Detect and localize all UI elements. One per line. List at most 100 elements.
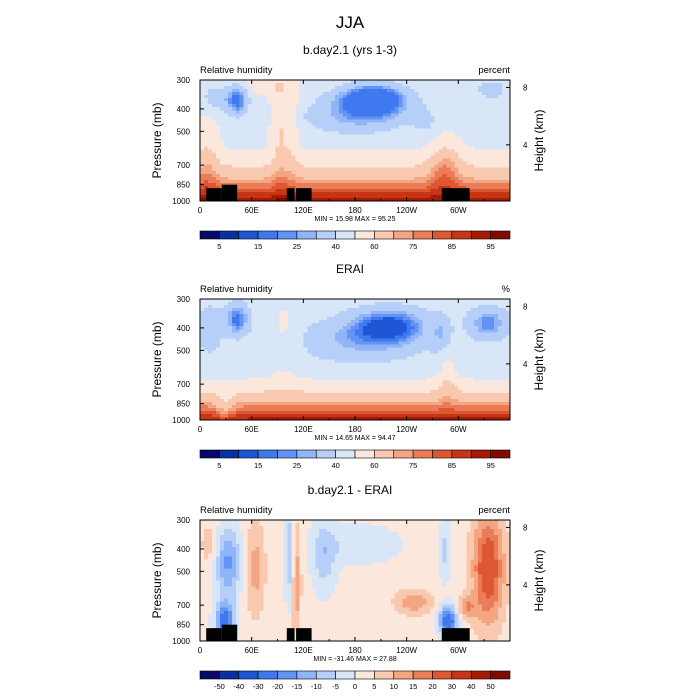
contour-cell <box>462 83 467 87</box>
contour-cell <box>311 332 316 336</box>
contour-cell <box>279 89 284 93</box>
contour-cell <box>283 359 288 363</box>
contour-cell <box>339 305 344 309</box>
contour-cell <box>362 131 368 135</box>
contour-cell <box>414 365 419 369</box>
contour-cell <box>426 353 431 357</box>
contour-cell <box>430 341 435 345</box>
contour-cell <box>279 173 284 178</box>
contour-cell <box>231 89 237 93</box>
contour-cell <box>362 155 368 160</box>
contour-cell <box>462 341 467 345</box>
contour-cell <box>410 197 416 202</box>
contour-cell <box>370 89 376 93</box>
contour-cell <box>259 125 264 129</box>
contour-cell <box>295 149 300 153</box>
contour-cell <box>470 365 475 369</box>
contour-cell <box>506 323 511 327</box>
contour-cell <box>219 98 225 102</box>
contour-cell <box>307 86 312 90</box>
contour-cell <box>239 299 245 303</box>
contour-cell <box>430 317 435 321</box>
contour-cell <box>323 152 328 157</box>
contour-cell <box>462 89 467 93</box>
contour-cell <box>299 83 304 87</box>
contour-cell <box>430 314 435 318</box>
contour-cell <box>482 350 487 354</box>
contour-cell <box>386 95 392 99</box>
contour-cell <box>382 311 388 315</box>
contour-cell <box>355 116 360 120</box>
contour-cell <box>275 95 280 99</box>
contour-cell <box>315 320 320 324</box>
contour-cell <box>430 302 435 306</box>
contour-cell <box>378 146 384 150</box>
contour-cell <box>450 323 455 327</box>
contour-cell <box>335 191 340 196</box>
contour-cell <box>279 365 284 369</box>
contour-cell <box>351 329 356 333</box>
contour-cell <box>339 80 344 84</box>
contour-cell <box>486 89 491 93</box>
contour-cell <box>418 155 423 160</box>
contour-cell <box>426 167 431 172</box>
contour-cell <box>271 350 276 354</box>
contour-cell <box>454 122 459 126</box>
contour-cell <box>414 311 419 315</box>
contour-cell <box>339 152 344 157</box>
contour-cell <box>259 167 264 172</box>
contour-cell <box>235 323 241 327</box>
contour-cell <box>295 125 300 129</box>
contour-cell <box>378 299 384 303</box>
contour-cell <box>323 353 328 357</box>
contour-cell <box>259 98 264 102</box>
contour-cell <box>494 146 499 150</box>
contour-cell <box>462 347 467 351</box>
contour-cell <box>323 116 328 120</box>
contour-cell <box>370 83 376 87</box>
contour-cell <box>470 98 475 102</box>
contour-cell <box>351 92 356 96</box>
contour-cell <box>331 305 336 309</box>
contour-cell <box>303 134 308 138</box>
contour-cell <box>398 143 404 147</box>
contour-cell <box>311 365 316 369</box>
contour-cell <box>327 323 332 327</box>
contour-cell <box>307 122 312 126</box>
contour-cell <box>506 104 511 108</box>
panel-title: b.day2.1 (yrs 1-3) <box>303 43 397 57</box>
contour-cell <box>339 122 344 126</box>
contour-cell <box>398 116 404 120</box>
contour-cell <box>442 143 447 147</box>
contour-cell <box>382 98 388 102</box>
contour-cell <box>402 104 408 108</box>
contour-cell <box>283 149 288 153</box>
contour-cell <box>343 362 348 366</box>
contour-cell <box>319 131 324 135</box>
contour-cell <box>422 137 427 141</box>
contour-cell <box>200 347 205 351</box>
contour-cell <box>343 197 348 202</box>
contour-cell <box>410 128 416 132</box>
colorbar-label: 15 <box>254 242 262 251</box>
contour-cell <box>235 326 241 330</box>
contour-cell <box>378 152 384 157</box>
contour-cell <box>410 347 416 351</box>
contour-cell <box>235 122 241 126</box>
contour-cell <box>398 323 404 327</box>
contour-cell <box>422 317 427 321</box>
contour-cell <box>474 89 479 93</box>
contour-cell <box>203 143 209 147</box>
contour-cell <box>362 326 368 330</box>
contour-cell <box>279 353 284 357</box>
contour-cell <box>486 332 491 336</box>
contour-cell <box>438 356 443 360</box>
contour-cell <box>283 182 288 187</box>
contour-cell <box>295 134 300 138</box>
contour-cell <box>442 83 447 87</box>
contour-cell <box>378 125 384 129</box>
contour-cell <box>450 320 455 324</box>
contour-cell <box>355 350 360 354</box>
contour-cell <box>311 128 316 132</box>
contour-cell <box>307 365 312 369</box>
